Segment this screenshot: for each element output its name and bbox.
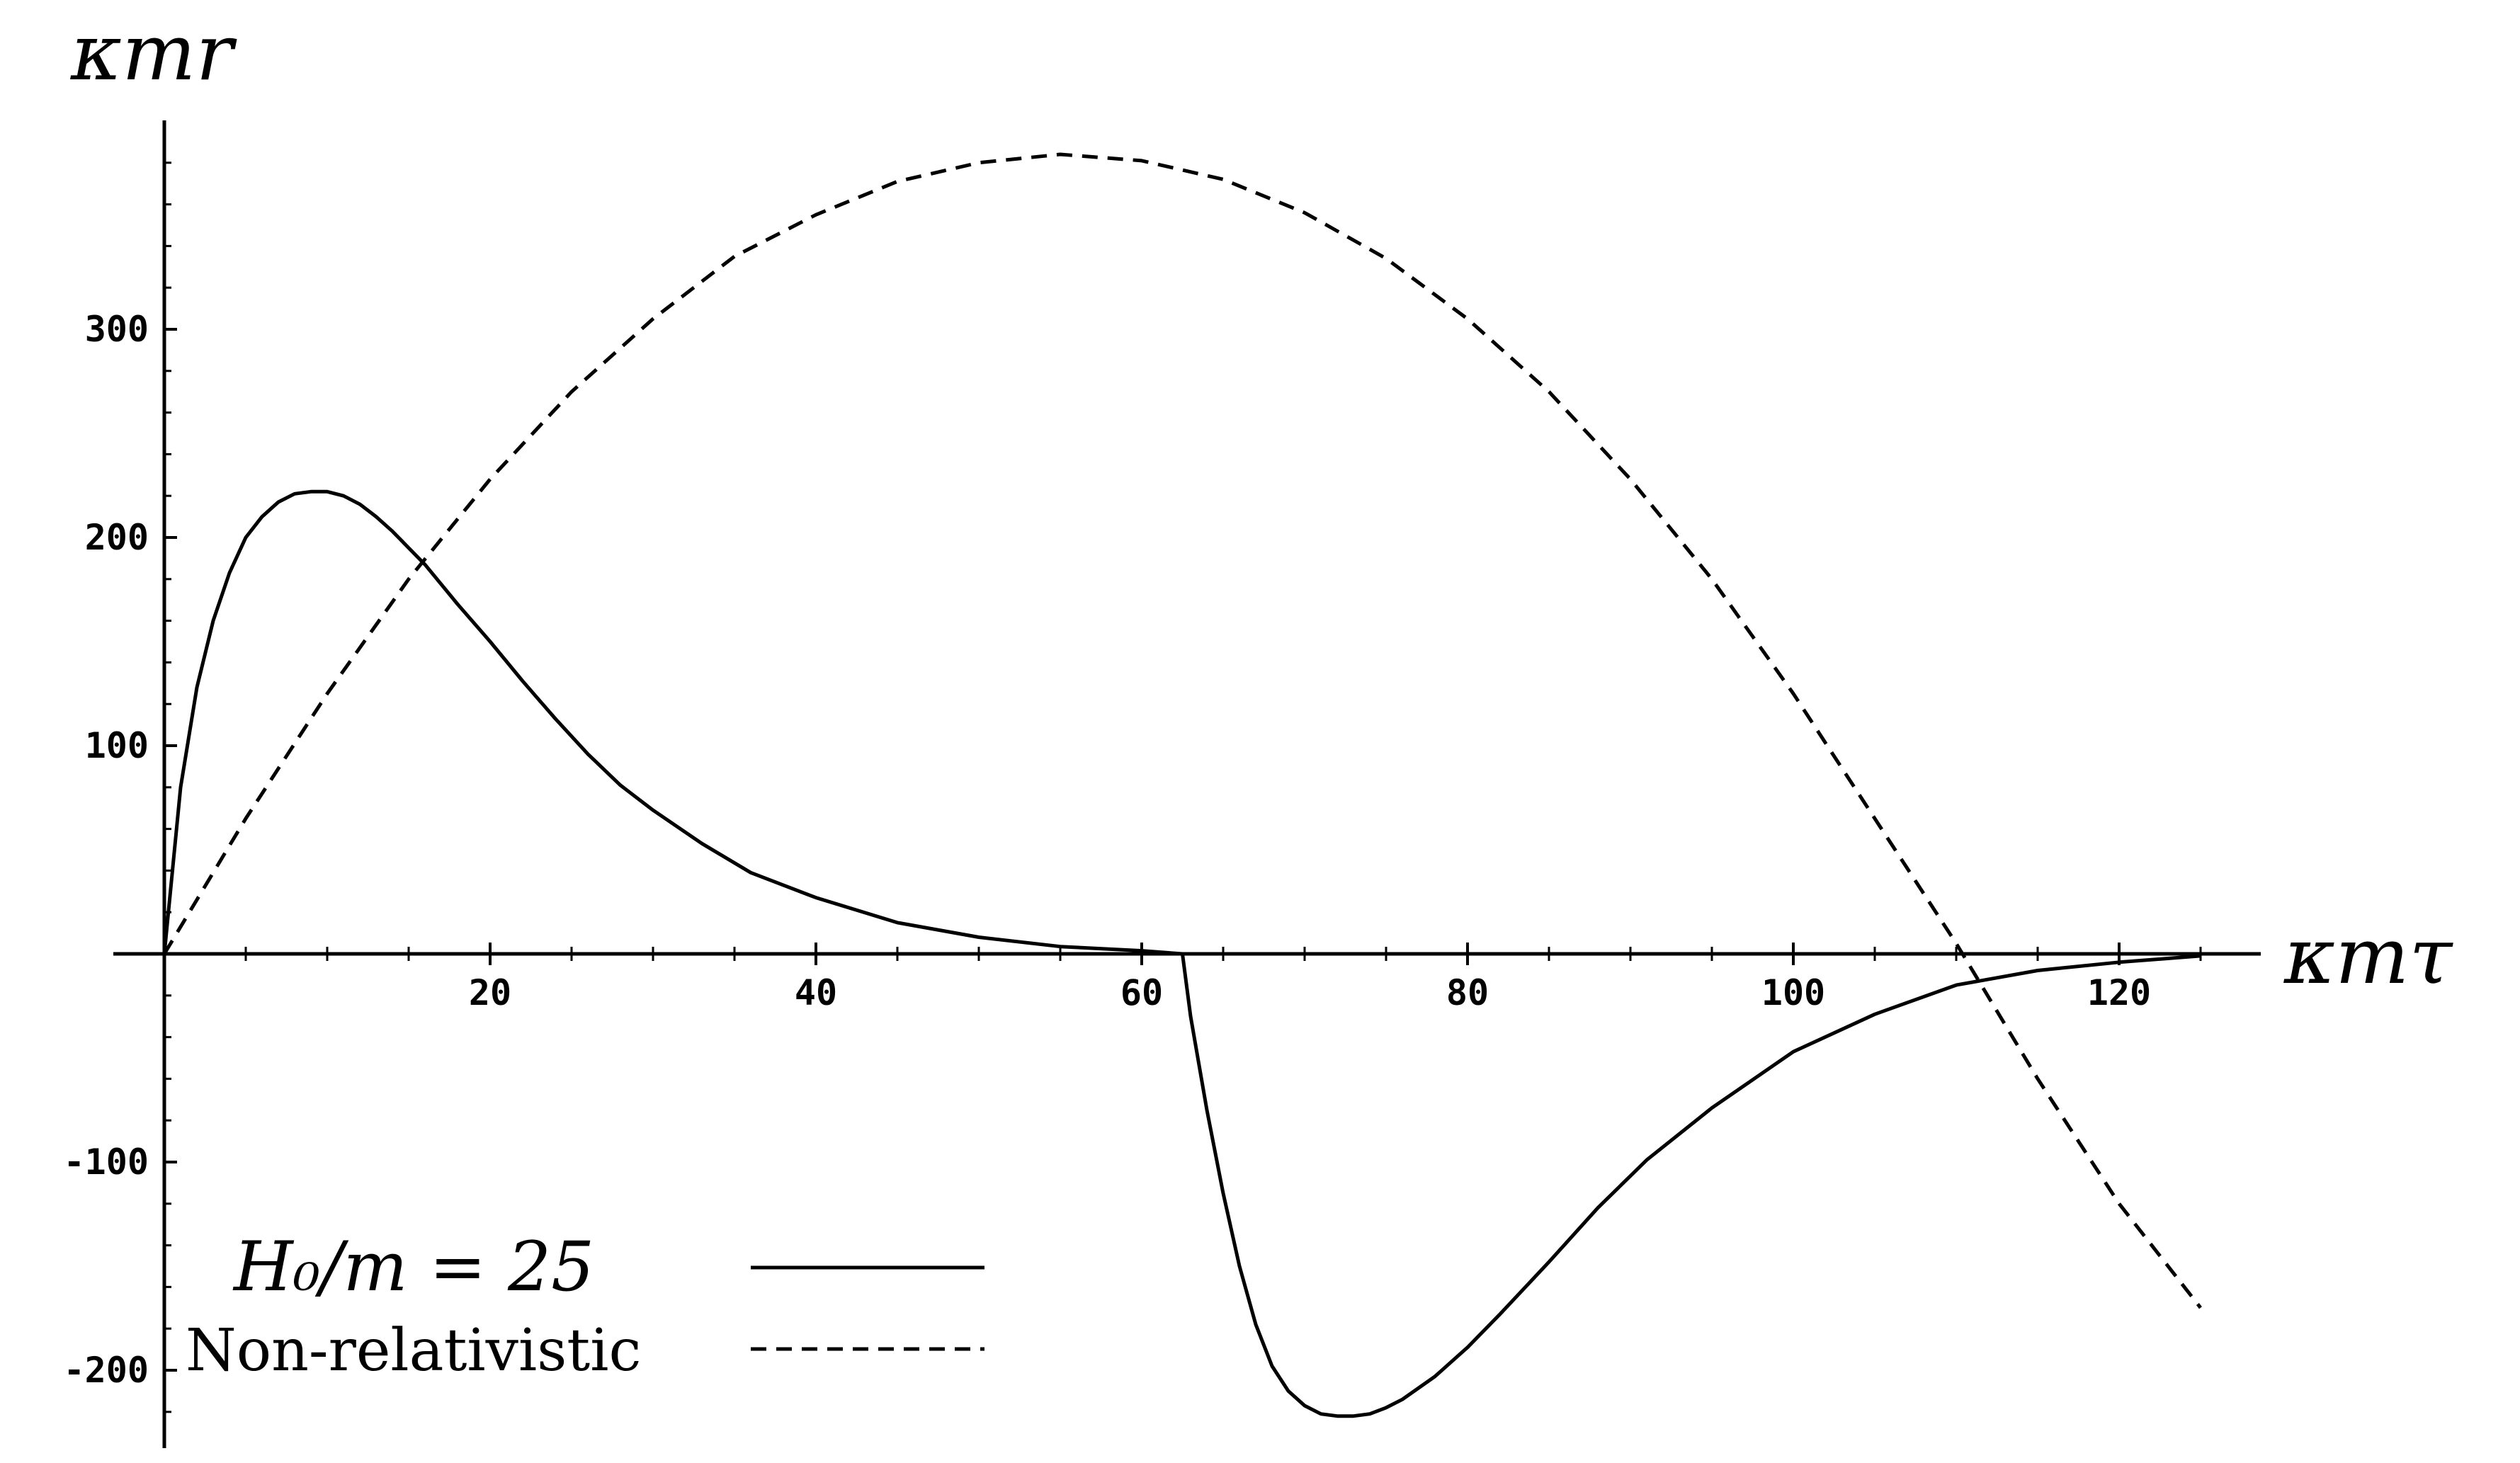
axes <box>113 120 2261 1448</box>
legend: H₀/m = 25 Non-relativistic <box>186 1227 984 1384</box>
y-tick-label: 200 <box>85 517 149 558</box>
legend-label-relativistic: H₀/m = 25 <box>232 1227 594 1307</box>
x-tick-label: 40 <box>795 972 837 1013</box>
y-tick-label: 100 <box>85 725 149 766</box>
x-tick-label: 100 <box>1761 972 1825 1013</box>
x-tick-label: 60 <box>1120 972 1163 1013</box>
x-axis-title: κmτ <box>2283 911 2453 1001</box>
y-tick-label: -100 <box>64 1142 149 1183</box>
series-line-relativistic <box>162 489 2201 1418</box>
x-tick-label: 80 <box>1446 972 1489 1013</box>
series-line-nonrelativistic <box>162 152 2202 1309</box>
y-tick-label: -200 <box>64 1350 149 1391</box>
series <box>162 152 2202 1418</box>
y-tick-label: 300 <box>85 309 149 350</box>
y-axis-title: κmr <box>70 7 237 98</box>
legend-label-nonrelativistic: Non-relativistic <box>186 1317 641 1384</box>
ticks: 20 40 60 80 100 120 -200 -100 100 200 300 <box>64 161 2202 1413</box>
x-tick-label: 120 <box>2087 972 2151 1013</box>
x-tick-label: 20 <box>469 972 511 1013</box>
